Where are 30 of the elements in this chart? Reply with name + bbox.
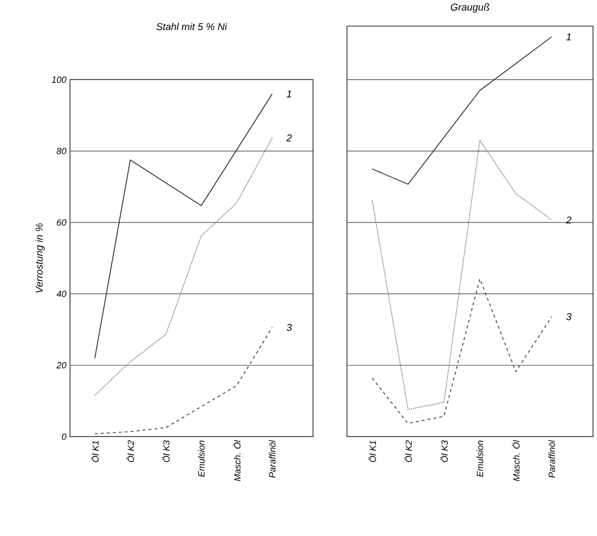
chart-title: Grauguß xyxy=(450,3,490,13)
x-tick-label: Emulsion xyxy=(198,440,205,477)
x-tick-label: Öl K1 xyxy=(91,441,99,462)
x-tick-label: Öl K3 xyxy=(440,440,448,462)
x-tick-label: Masch. Öl xyxy=(232,440,241,482)
series-label: 2 xyxy=(566,216,572,224)
x-tick-label: Öl K2 xyxy=(126,440,134,462)
y-tick-label: 40 xyxy=(56,290,66,298)
x-tick-label: Paraffinöl xyxy=(268,440,276,478)
series-label: 3 xyxy=(566,313,572,320)
y-tick-label: 60 xyxy=(57,219,66,226)
y-tick-label: 0 xyxy=(62,434,66,440)
y-tick-label: 100 xyxy=(52,76,66,83)
y-axis-title: Verrostung in % xyxy=(35,223,45,293)
x-tick-label: Masch. Öl xyxy=(512,440,520,482)
series-label: 2 xyxy=(286,134,292,142)
y-tick-label: 20 xyxy=(56,362,66,369)
series-label: 3 xyxy=(286,324,292,332)
line-series xyxy=(94,94,273,359)
series-label: 1 xyxy=(566,34,571,40)
x-tick-label: Öl K3 xyxy=(162,440,170,462)
x-tick-label: Emulsion xyxy=(476,440,484,477)
line-series xyxy=(94,327,273,434)
line-series xyxy=(94,138,273,396)
series-label: 1 xyxy=(286,90,292,98)
x-tick-label: Paraffinöl xyxy=(548,440,556,478)
x-tick-label: Öl K1 xyxy=(368,441,376,462)
chart-title: Stahl mit 5 % Ni xyxy=(156,23,228,30)
y-tick-label: 80 xyxy=(56,148,66,154)
x-tick-label: Öl K2 xyxy=(404,440,412,462)
